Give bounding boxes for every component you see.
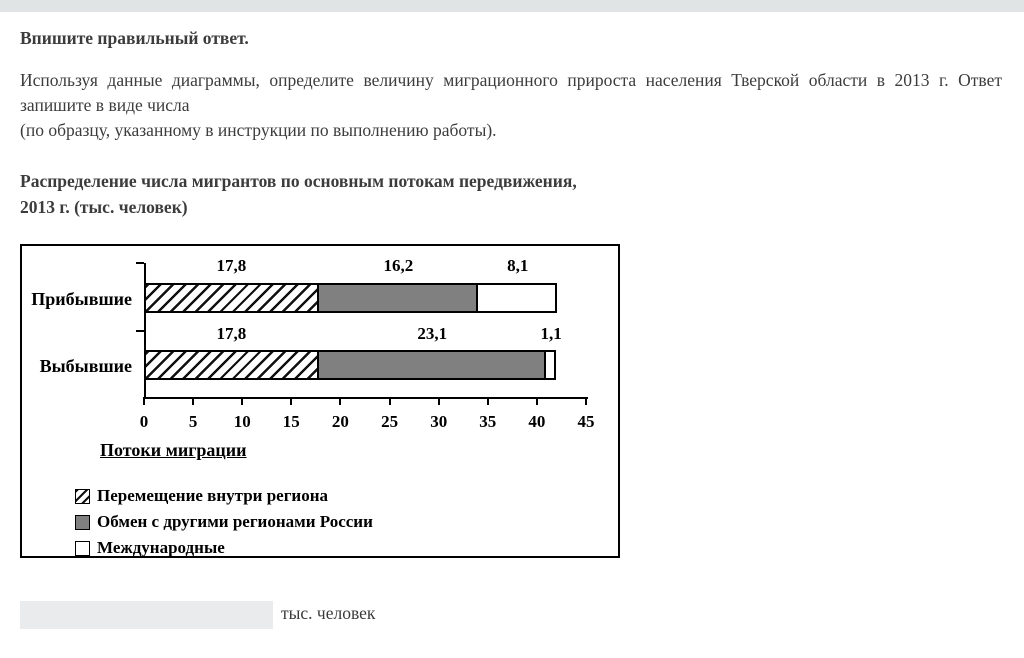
x-axis-tick xyxy=(486,397,489,405)
x-axis-tick-label: 25 xyxy=(381,412,399,431)
question-prompt: Впишите правильный ответ. xyxy=(20,28,249,48)
legend-label: Обмен с другими регионами России xyxy=(97,512,373,531)
x-axis-tick-label: 35 xyxy=(479,412,497,431)
x-axis-tick xyxy=(388,397,391,405)
question-text-line2: запишите в виде числа xyxy=(20,95,190,115)
bar-segment-white xyxy=(545,350,557,380)
question-text-line1: Используя данные диаграммы, определите в… xyxy=(20,70,1002,90)
category-label-arrived: Прибывшие xyxy=(31,289,132,309)
legend-item: Перемещение внутри региона xyxy=(75,483,373,509)
value-label: 8,1 xyxy=(507,256,529,275)
x-axis-tick xyxy=(241,397,244,405)
label-row-1: 17,8 23,1 1,1 xyxy=(144,322,562,344)
legend-swatch-hatched xyxy=(75,488,90,504)
x-axis-tick-label: 45 xyxy=(577,412,595,431)
legend-swatch-white xyxy=(75,540,90,556)
x-axis-tick-label: 40 xyxy=(528,412,546,431)
value-axis-line xyxy=(144,397,588,399)
bar-segment-gray xyxy=(318,350,546,380)
chart-title-line2: 2013 г. (тыс. человек) xyxy=(20,197,188,217)
x-axis-tick-label: 20 xyxy=(331,412,349,431)
x-axis-tick-label: 5 xyxy=(188,412,198,431)
value-label: 17,8 xyxy=(216,324,247,343)
value-label: 16,2 xyxy=(383,256,414,275)
x-axis-tick xyxy=(192,397,195,405)
migration-chart: 17,8 16,2 8,1 17,8 23,1 1,1 Прибывшие Выбывш… xyxy=(20,244,620,558)
bar-segment-hatched xyxy=(144,350,319,380)
answer-input[interactable] xyxy=(20,601,273,629)
question-text-note: (по образцу, указанному в инструкции по … xyxy=(20,120,497,140)
x-axis-tick xyxy=(535,397,538,405)
category-label-departed: Выбывшие xyxy=(39,356,132,376)
label-row-0: 17,8 16,2 8,1 xyxy=(144,254,557,276)
x-axis-tick xyxy=(437,397,440,405)
chart-legend: Перемещение внутри региона Обмен с други… xyxy=(75,483,373,561)
x-axis-tick xyxy=(143,397,145,405)
bar-row-0 xyxy=(144,283,558,313)
top-border-band xyxy=(0,0,1024,12)
category-axis-tick xyxy=(136,262,144,264)
legend-item: Обмен с другими регионами России xyxy=(75,509,373,535)
value-label: 1,1 xyxy=(540,324,562,343)
category-axis-line xyxy=(144,263,146,399)
bar-row-1 xyxy=(144,350,557,380)
bar-segment-gray xyxy=(318,283,478,313)
value-label: 17,8 xyxy=(216,256,247,275)
chart-title: Распределение числа мигрантов по основны… xyxy=(20,168,640,220)
bar-segment-white xyxy=(477,283,558,313)
x-axis-tick xyxy=(339,397,342,405)
bar-segment-hatched xyxy=(144,283,319,313)
x-axis-tick xyxy=(585,397,587,405)
plot-area: 17,8 16,2 8,1 17,8 23,1 1,1 Прибывшие Выбывш… xyxy=(22,246,618,557)
x-axis-title: Потоки миграции xyxy=(100,440,247,460)
x-axis-tick-label: 10 xyxy=(233,412,251,431)
legend-item: Международные xyxy=(75,535,373,561)
question-text: Используя данные диаграммы, определите в… xyxy=(20,68,1002,143)
x-axis-tick xyxy=(290,397,293,405)
chart-title-line1: Распределение числа мигрантов по основны… xyxy=(20,171,577,191)
answer-unit-label: тыс. человек xyxy=(281,603,376,623)
x-axis-tick-label: 15 xyxy=(282,412,300,431)
x-axis-tick-label: 0 xyxy=(139,412,149,431)
category-axis-tick xyxy=(136,330,144,332)
legend-label: Международные xyxy=(97,538,225,557)
value-label: 23,1 xyxy=(417,324,448,343)
x-axis-tick-label: 30 xyxy=(430,412,448,431)
legend-swatch-gray xyxy=(75,514,90,530)
legend-label: Перемещение внутри региона xyxy=(97,486,329,505)
